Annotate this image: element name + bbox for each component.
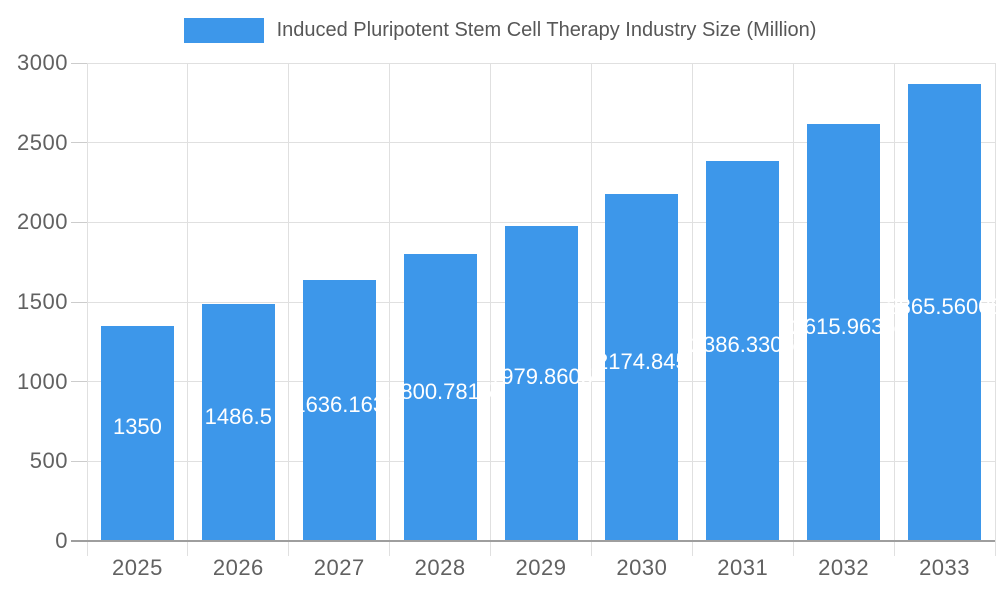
y-axis-label: 2000	[17, 209, 68, 235]
legend[interactable]: Induced Pluripotent Stem Cell Therapy In…	[0, 15, 1000, 45]
legend-label: Induced Pluripotent Stem Cell Therapy In…	[276, 18, 817, 41]
x-axis-label: 2030	[616, 555, 668, 580]
y-tick-mark	[71, 460, 87, 462]
vertical-gridline	[893, 63, 895, 556]
vertical-gridline	[691, 63, 693, 556]
vertical-gridline	[288, 63, 290, 556]
y-axis-label: 0	[55, 528, 68, 553]
vertical-gridline	[994, 63, 996, 556]
x-axis-label: 2032	[818, 555, 870, 580]
bar[interactable]	[100, 325, 174, 541]
x-axis-label: 2033	[919, 555, 971, 580]
bar[interactable]	[302, 280, 376, 541]
bar[interactable]	[706, 160, 780, 541]
x-axis-label: 2027	[313, 555, 365, 580]
bar[interactable]	[807, 124, 881, 541]
x-axis-label: 2031	[717, 555, 769, 580]
plot-area: 1350 1486.5 1636.163 1800.7815 1979.8605 2174…	[71, 62, 1000, 556]
y-axis-label: 500	[29, 448, 68, 474]
bar[interactable]	[908, 84, 982, 541]
bar[interactable]	[201, 304, 275, 541]
y-tick-mark	[71, 142, 87, 144]
y-axis-label: 1000	[17, 368, 68, 394]
y-axis-label: 1500	[17, 289, 68, 314]
y-tick-mark	[71, 62, 87, 64]
vertical-gridline	[490, 63, 492, 556]
vertical-gridline	[590, 63, 592, 556]
vertical-gridline	[792, 63, 794, 556]
y-axis-label: 2500	[17, 129, 68, 155]
legend-swatch	[183, 17, 264, 43]
vertical-gridline	[389, 63, 391, 556]
vertical-gridline	[86, 63, 88, 556]
x-axis-label: 2029	[515, 555, 567, 580]
horizontal-gridline	[87, 62, 995, 64]
bar[interactable]	[605, 194, 679, 541]
x-axis-label: 2028	[414, 555, 466, 580]
vertical-gridline	[187, 63, 189, 556]
y-tick-mark	[71, 381, 87, 383]
y-axis-label: 3000	[17, 50, 68, 75]
x-axis-label: 2025	[111, 555, 163, 580]
bar[interactable]	[403, 254, 477, 541]
bar[interactable]	[504, 225, 578, 541]
y-tick-mark	[71, 221, 87, 223]
y-tick-mark	[71, 301, 87, 303]
x-axis-label: 2026	[212, 555, 264, 580]
